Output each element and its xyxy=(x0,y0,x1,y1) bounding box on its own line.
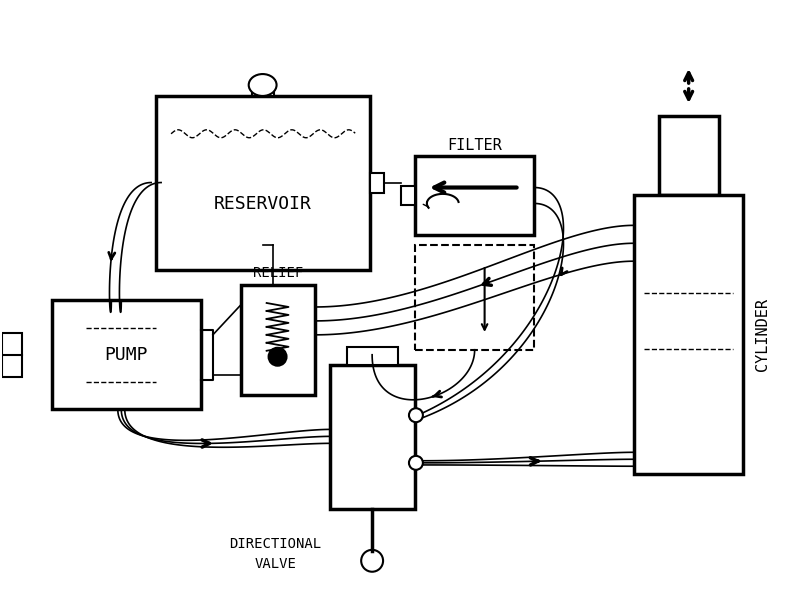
Ellipse shape xyxy=(249,74,277,96)
Circle shape xyxy=(361,550,383,572)
Bar xyxy=(415,155,534,235)
Circle shape xyxy=(409,408,423,422)
Circle shape xyxy=(409,456,423,470)
Text: RELIEF: RELIEF xyxy=(253,266,303,280)
Bar xyxy=(330,365,415,509)
Bar xyxy=(347,347,398,365)
Text: FILTER: FILTER xyxy=(447,138,502,153)
Bar xyxy=(401,185,415,205)
Text: VALVE: VALVE xyxy=(254,557,297,571)
Text: CYLINDER: CYLINDER xyxy=(755,298,770,371)
Bar xyxy=(370,173,384,193)
Bar xyxy=(52,300,201,409)
Bar xyxy=(2,333,22,377)
Bar xyxy=(156,96,370,270)
Bar xyxy=(658,116,718,196)
Circle shape xyxy=(269,348,286,365)
Bar xyxy=(415,245,534,350)
Bar xyxy=(241,285,315,395)
Text: DIRECTIONAL: DIRECTIONAL xyxy=(230,537,322,551)
Text: PUMP: PUMP xyxy=(105,346,148,364)
Bar xyxy=(634,196,743,474)
Bar xyxy=(252,86,274,96)
Text: RESERVOIR: RESERVOIR xyxy=(214,195,312,213)
